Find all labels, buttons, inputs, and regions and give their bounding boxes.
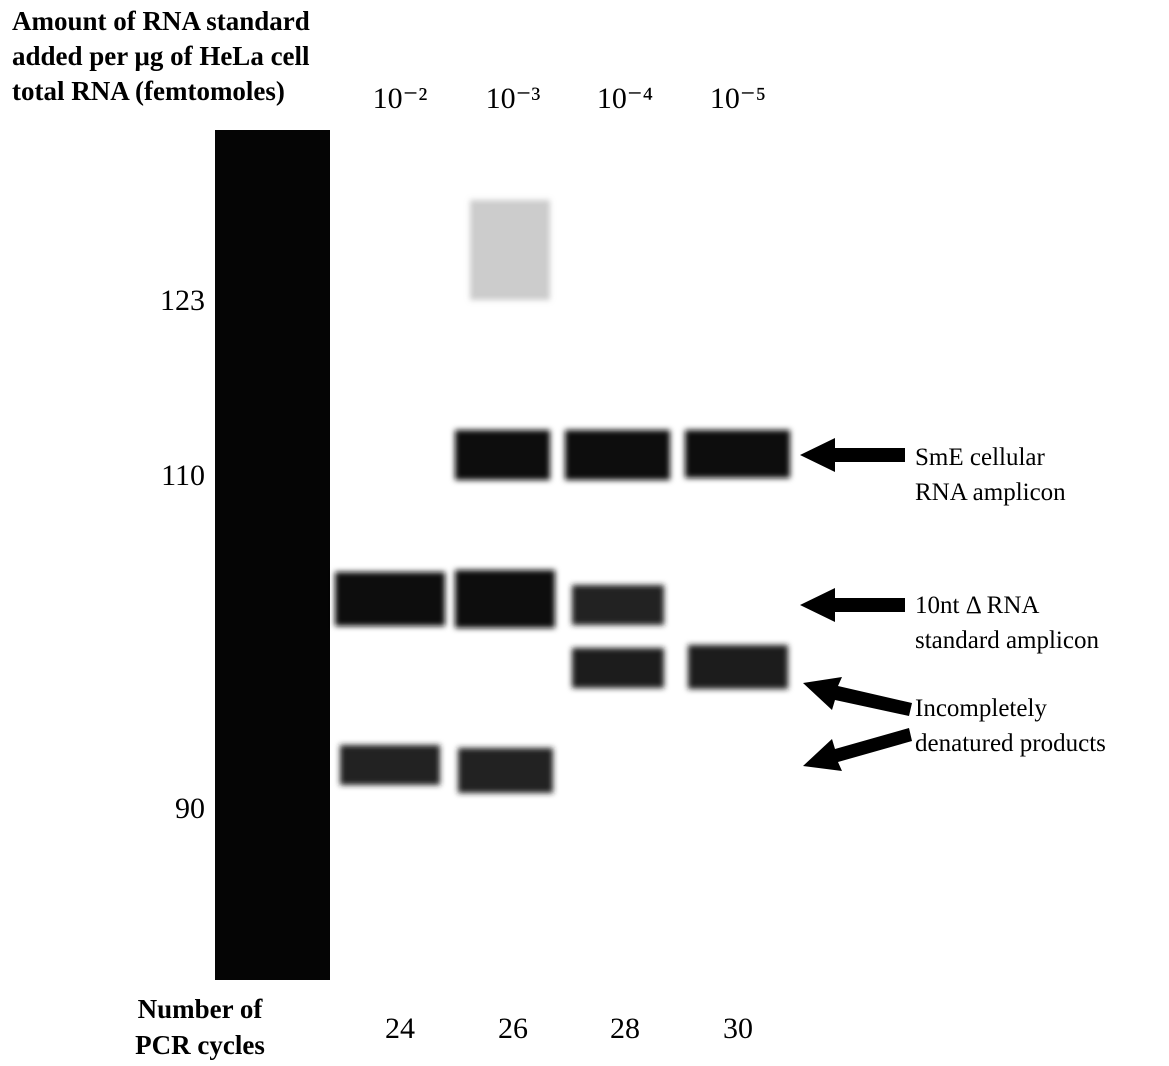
arrow [800, 438, 905, 472]
annotation: 10nt Δ RNA [915, 592, 1039, 619]
band [572, 648, 664, 688]
annotation: Incompletely [915, 695, 1047, 722]
arrow [803, 677, 912, 716]
header-line: Amount of RNA standard [12, 6, 310, 36]
band [458, 748, 553, 793]
header-line: total RNA (femtomoles) [12, 76, 285, 106]
arrows [800, 438, 912, 771]
band [685, 430, 790, 478]
lane-cycles: 24 [385, 1012, 415, 1045]
band [455, 570, 555, 628]
band [572, 585, 664, 625]
gel [215, 130, 790, 980]
ladder-lane [215, 130, 330, 980]
annotation: RNA amplicon [915, 479, 1066, 506]
lane-amount: 10⁻⁵ [710, 82, 766, 115]
arrow [800, 588, 905, 622]
annotation: SmE cellular [915, 444, 1045, 471]
lane-cycles: 28 [610, 1012, 640, 1045]
lane-amount: 10⁻⁴ [597, 82, 653, 115]
band [335, 572, 445, 626]
size-marker: 110 [161, 459, 205, 492]
lane-amount: 10⁻² [373, 82, 428, 115]
footer-line: Number of [138, 994, 264, 1024]
bands [335, 200, 790, 793]
header-line: added per μg of HeLa cell [12, 41, 310, 71]
band [565, 430, 670, 480]
labels: Amount of RNA standard added per μg of He… [12, 6, 1106, 1060]
annotation: standard amplicon [915, 627, 1099, 654]
band [688, 645, 788, 689]
lane-cycles: 30 [723, 1012, 753, 1045]
annotation: denatured products [915, 730, 1106, 757]
size-marker: 90 [175, 792, 205, 825]
band [340, 745, 440, 785]
arrow [803, 728, 912, 771]
lane-amount: 10⁻³ [486, 82, 541, 115]
footer-line: PCR cycles [135, 1030, 265, 1060]
size-marker: 123 [160, 284, 205, 317]
lane-cycles: 26 [498, 1012, 528, 1045]
band [455, 430, 550, 480]
smear [470, 200, 550, 300]
